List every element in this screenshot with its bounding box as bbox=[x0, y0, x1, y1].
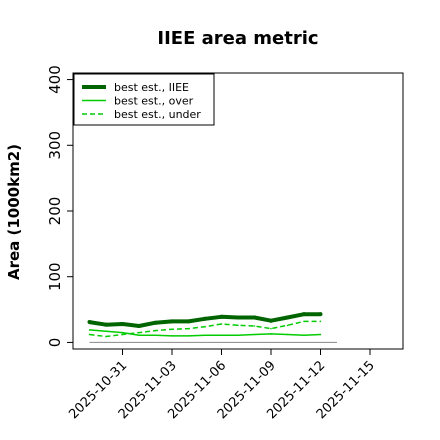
data-point bbox=[236, 315, 240, 320]
data-point bbox=[186, 319, 191, 324]
data-point bbox=[154, 329, 157, 332]
data-point bbox=[121, 333, 124, 336]
data-point bbox=[318, 312, 323, 317]
data-point bbox=[121, 331, 124, 334]
data-point bbox=[87, 320, 92, 325]
data-point bbox=[88, 333, 91, 336]
series-layer bbox=[87, 312, 323, 338]
data-point bbox=[170, 319, 174, 324]
data-point bbox=[302, 312, 306, 317]
data-point bbox=[171, 335, 173, 337]
data-point bbox=[153, 320, 158, 325]
data-point bbox=[137, 324, 141, 328]
data-point bbox=[319, 333, 322, 336]
data-point bbox=[303, 334, 305, 336]
data-point bbox=[219, 314, 224, 319]
y-axis-label: Area (1000km2) bbox=[5, 144, 23, 280]
legend-label: best est., under bbox=[114, 108, 201, 121]
legend-box bbox=[73, 73, 215, 126]
data-point bbox=[303, 320, 305, 323]
data-point bbox=[120, 322, 125, 327]
legend-label: best est., over bbox=[114, 95, 194, 108]
data-point bbox=[270, 333, 272, 335]
x-axis: 2025-10-312025-11-032025-11-062025-11-09… bbox=[66, 348, 378, 422]
data-point bbox=[220, 334, 223, 336]
data-point bbox=[88, 329, 91, 331]
data-point bbox=[319, 320, 322, 323]
data-point bbox=[203, 316, 207, 321]
y-tick-label: 300 bbox=[46, 131, 64, 160]
data-point bbox=[286, 324, 289, 327]
data-point bbox=[237, 324, 239, 327]
y-tick-label: 400 bbox=[46, 65, 64, 94]
data-point bbox=[138, 331, 140, 334]
y-axis: 0 100 200 300 400 bbox=[46, 65, 73, 347]
data-point bbox=[252, 315, 257, 320]
data-point bbox=[138, 334, 140, 336]
data-point bbox=[187, 327, 190, 330]
data-point bbox=[104, 322, 108, 327]
data-point bbox=[220, 323, 223, 325]
chart-title: IIEE area metric bbox=[157, 28, 318, 49]
data-point bbox=[204, 325, 206, 328]
data-point bbox=[105, 335, 107, 338]
data-point bbox=[253, 325, 256, 327]
data-point bbox=[204, 334, 206, 336]
data-point bbox=[253, 333, 256, 336]
data-point bbox=[105, 330, 107, 333]
data-point bbox=[237, 334, 239, 336]
data-point bbox=[270, 327, 272, 330]
data-point bbox=[285, 315, 290, 320]
data-point bbox=[187, 335, 190, 337]
data-point bbox=[154, 334, 157, 336]
y-tick-label: 200 bbox=[46, 197, 64, 226]
data-point bbox=[286, 333, 289, 336]
data-point bbox=[269, 318, 273, 323]
y-tick-label: 100 bbox=[46, 262, 64, 291]
data-point bbox=[171, 328, 173, 331]
y-tick-label: 0 bbox=[46, 338, 64, 348]
legend-label: best est., IIEE bbox=[114, 81, 189, 94]
